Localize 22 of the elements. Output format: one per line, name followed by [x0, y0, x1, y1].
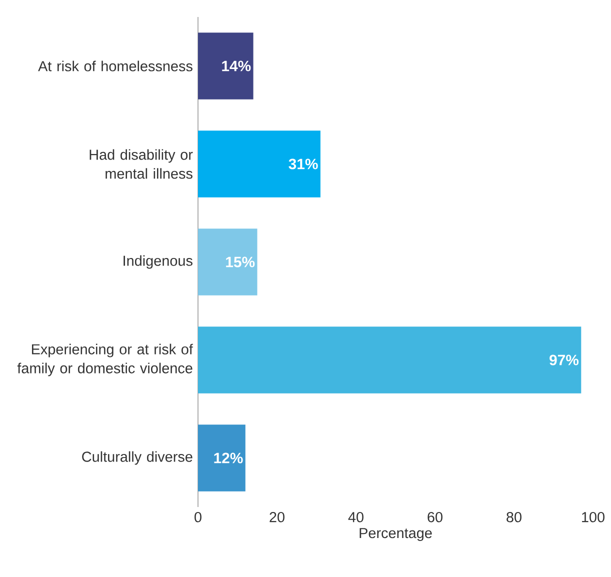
data-label: 12% — [214, 452, 243, 464]
bar — [198, 326, 582, 394]
x-axis-title: Percentage — [360, 528, 432, 542]
x-tick-label: 20 — [270, 512, 284, 522]
y-tick-label: Had disability or mental illness — [90, 149, 193, 179]
y-tick-label: Indigenous — [124, 255, 192, 269]
bar — [198, 32, 254, 100]
x-tick-label: 0 — [194, 512, 202, 522]
data-label: 31% — [288, 158, 318, 170]
x-tick-label: 60 — [428, 512, 442, 522]
y-tick-label: Culturally diverse — [82, 451, 192, 465]
y-tick-label: At risk of homelessness — [38, 60, 192, 72]
x-tick-label: 40 — [348, 512, 364, 522]
y-tick-label: Experiencing or at risk of family or domestic violence — [17, 344, 193, 376]
data-label: 14% — [222, 60, 251, 72]
data-label: 97% — [550, 354, 579, 366]
bar — [198, 424, 246, 492]
x-tick-label: 100 — [582, 512, 604, 522]
x-tick-label: 80 — [506, 512, 522, 522]
data-label: 15% — [226, 256, 255, 268]
bar — [198, 228, 258, 296]
bar — [198, 130, 320, 198]
